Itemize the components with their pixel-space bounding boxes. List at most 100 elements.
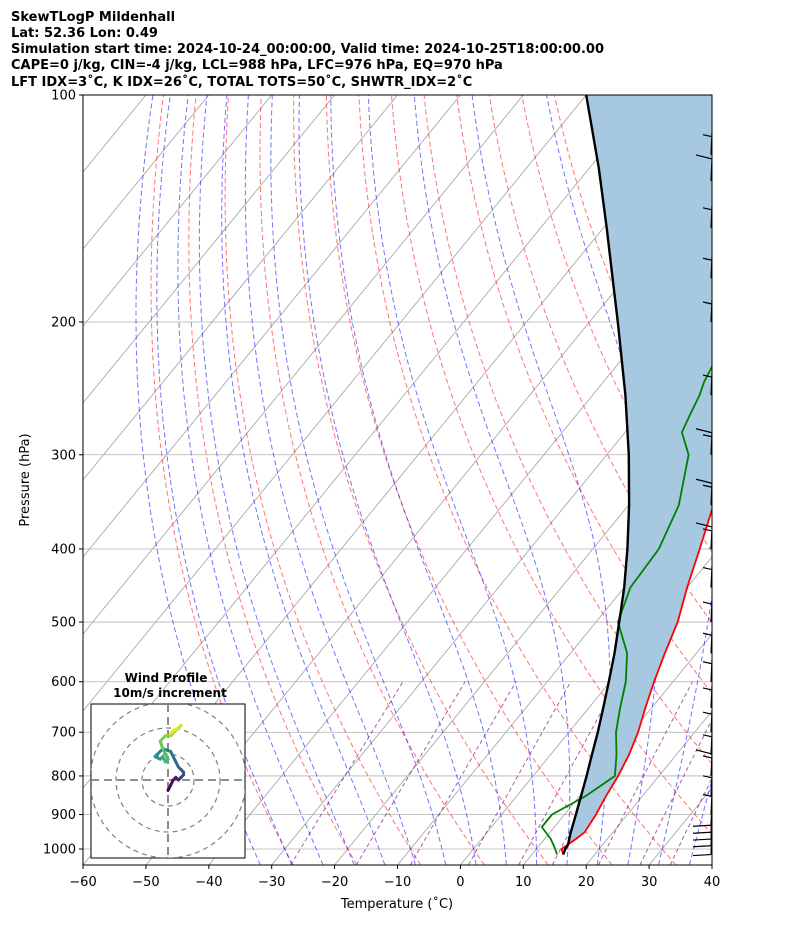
y-tick-label: 300 [51,448,76,463]
dry-adiabat [391,95,712,836]
wind-barb [702,732,713,755]
wind-barb [695,478,713,506]
dry-adiabat [188,95,358,865]
x-tick-label: 10 [515,875,532,890]
dewpoint-line [540,364,712,855]
wind-barb [702,256,713,279]
isotherm [83,95,273,327]
isotherm [585,710,712,865]
x-tick-label: −10 [384,875,411,890]
title-line-station: SkewTLogP Mildenhall [11,10,175,25]
moist-adiabats [135,95,712,865]
dry-adiabat [488,95,712,624]
mixing-ratio-line [639,718,712,865]
isotherm [208,248,712,865]
moist-adiabat [644,95,712,865]
y-axis-label: Pressure (hPa) [18,433,33,526]
mixing-ratio-line [597,681,693,865]
dry-adiabat [717,95,794,865]
wind-barb [702,631,713,654]
isotherm [83,95,210,250]
wind-barb [702,710,713,733]
temperature-line [560,506,712,855]
wind-barb [692,823,713,848]
hodograph-inset: Wind Profile 10m/s increment [90,671,246,859]
isotherm [83,95,398,481]
parcel-path-line [562,95,631,855]
y-tick-label: 400 [51,542,76,557]
isotherm [334,402,712,865]
title-line-cape: CAPE=0 j/kg, CIN=-4 j/kg, LCL=988 hPa, L… [11,58,503,73]
wind-barb [695,522,713,549]
hodograph-segment [169,729,175,735]
cape-shading [561,95,712,855]
title-line-times: Simulation start time: 2024-10-24_00:00:… [11,42,604,57]
isotherm [460,556,712,865]
isotherm [711,864,712,865]
y-tick-label: 600 [51,675,76,690]
dry-adiabat [358,95,677,865]
x-tick-label: 40 [704,875,721,890]
wind-barb [702,205,713,228]
y-tick-label: 100 [51,89,76,104]
wind-barb [695,154,713,181]
isotherm [271,325,712,865]
wind-barb [702,299,713,323]
mixing-ratio-line [518,681,619,865]
hodograph-ring [141,753,195,807]
pressure-axis-ticks: 1000 900 800 700 600 500 400 300 200 100 [43,89,83,858]
dry-adiabat [325,95,613,865]
mixing-ratio-line [409,681,517,865]
wind-barb [695,749,713,776]
x-tick-label: 0 [456,875,464,890]
moist-adiabat [413,95,571,865]
dry-adiabat [293,95,549,865]
wind-barb [702,373,713,396]
x-tick-label: −50 [132,875,159,890]
wind-barb [702,773,713,796]
temperature-axis-ticks: −60 −50 −40 −30 −20 −10 0 10 20 30 40 [69,865,720,890]
isotherm [397,479,712,865]
y-tick-label: 900 [51,808,76,823]
x-tick-label: 20 [578,875,595,890]
moist-adiabat [367,95,538,865]
hodograph-ring [115,727,221,833]
title-line-indices: LFT IDX=3˚C, K IDX=26˚C, TOTAL TOTS=50˚C… [11,74,472,90]
moist-adiabat [270,95,447,865]
x-tick-label: 30 [641,875,658,890]
wind-barb [692,817,713,841]
y-tick-label: 1000 [43,843,76,858]
x-tick-label: −20 [321,875,348,890]
wind-barb [702,132,713,155]
isotherm [83,95,84,96]
x-tick-label: −30 [258,875,285,890]
y-tick-label: 800 [51,769,76,784]
x-tick-label: −40 [195,875,222,890]
wind-barbs [692,132,713,857]
mixing-ratio-line [355,681,466,865]
moist-adiabat [330,95,507,865]
moist-adiabat [198,95,355,865]
mixing-ratio-line [290,681,404,865]
wind-barb [692,832,713,857]
title-line-latlon: Lat: 52.36 Lon: 0.49 [11,26,158,41]
hodograph-title: Wind Profile [125,671,208,685]
moist-adiabat [177,95,324,865]
dry-adiabat [150,95,294,865]
y-tick-label: 700 [51,726,76,741]
dry-adiabat [783,95,794,865]
mixing-ratio-line [669,776,712,865]
moist-adiabat [244,95,416,865]
wind-barb [702,659,713,682]
isotherm [775,95,794,865]
y-tick-label: 200 [51,315,76,330]
moist-adiabat [156,95,293,865]
moist-adiabat [221,95,386,865]
hodograph-subtitle: 10m/s increment [113,686,227,700]
x-axis-label: Temperature (˚C) [340,896,453,912]
figure-title: SkewTLogP Mildenhall Lat: 52.36 Lon: 0.4… [11,10,604,90]
dry-adiabat [224,95,422,865]
wind-barb [702,685,713,708]
dry-adiabat [259,95,485,865]
